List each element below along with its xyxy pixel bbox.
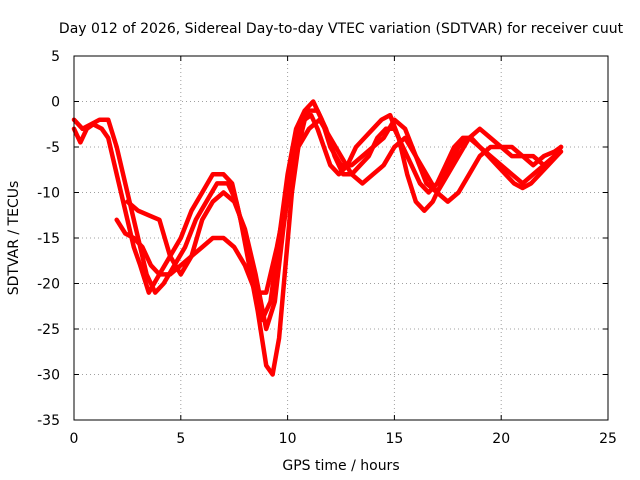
x-tick-label: 25 [599,431,617,447]
tick-layer: 0 5 10 15 20 25 5 0 -5 -10 -15 -20 -25 -30 -35 [37,49,617,447]
series-line-s2 [71,99,564,323]
y-tick-label: -10 [37,186,60,202]
x-tick-label: 0 [70,431,79,447]
y-tick-label: -20 [37,277,60,293]
chart-title: Day 012 of 2026, Sidereal Day-to-day VTE… [59,21,624,37]
y-tick-label: -30 [37,368,60,384]
y-tick-label: -25 [37,322,60,338]
y-tick-label: 0 [51,95,60,111]
x-tick-label: 15 [385,431,403,447]
x-axis-label: GPS time / hours [282,458,399,474]
y-tick-label: -35 [37,413,60,429]
y-tick-label: -15 [37,231,60,247]
series-line-s4 [125,108,564,332]
series-line-s3 [114,117,564,295]
y-tick-label: -5 [46,140,60,156]
grid-layer [74,56,608,420]
x-tick-label: 10 [279,431,297,447]
y-axis-label: SDTVAR / TECUs [6,181,22,296]
x-tick-label: 20 [492,431,510,447]
y-tick-label: 5 [51,49,60,65]
series-layer [71,99,564,377]
x-tick-label: 5 [176,431,185,447]
